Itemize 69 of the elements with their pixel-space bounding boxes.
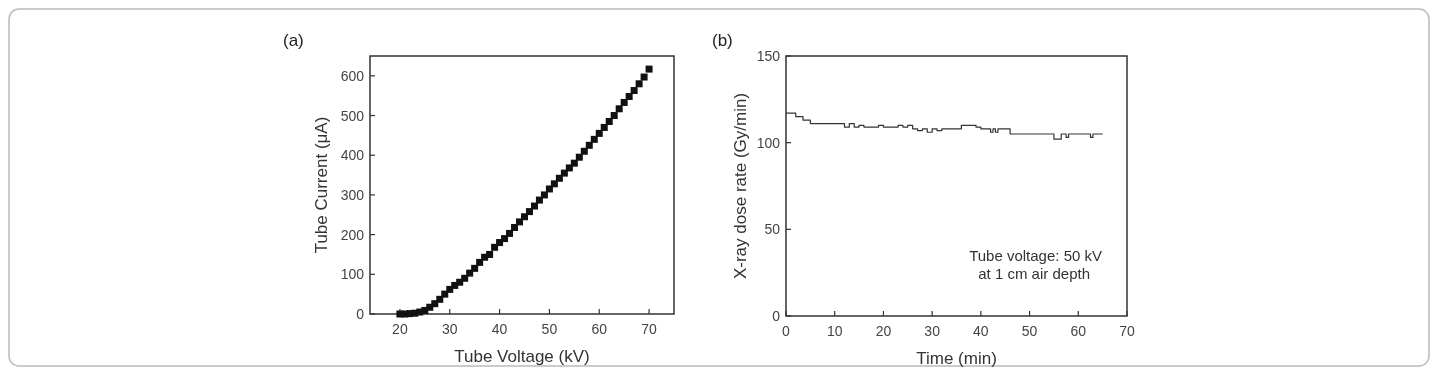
point [600,123,608,131]
y-tick-label: 100 [340,266,365,283]
x-axis-title: Tube Voltage (kV) [454,347,590,366]
x-tick-label: 30 [441,321,458,337]
x-tick-label: 40 [973,323,989,339]
x-tick-label: 50 [1021,323,1038,339]
x-tick-label: 70 [641,321,658,337]
chart-title: (b) [712,31,733,50]
point [570,159,578,167]
point [595,129,603,137]
x-tick-label: 50 [541,321,558,337]
point [645,65,653,73]
x-tick-label: 40 [491,321,508,337]
point [436,295,444,303]
point [620,98,628,106]
point [511,223,519,231]
point [506,229,514,237]
point [585,141,593,149]
x-tick-label: 0 [782,323,791,339]
y-tick-label: 300 [340,186,365,203]
point [491,243,499,251]
x-tick-label: 30 [924,323,941,339]
point [575,153,583,161]
x-tick-label: 70 [1119,323,1135,339]
x-tick-label: 60 [1070,323,1087,339]
point [610,112,618,120]
y-tick-label: 400 [340,147,365,164]
point [560,169,568,177]
point [635,80,643,88]
point [630,87,638,95]
point [640,73,648,81]
y-tick-label: 500 [340,107,365,124]
point [471,264,479,272]
y-axis-title: Tube Current (μA) [312,116,331,254]
y-tick-label: 200 [340,226,365,243]
point [590,135,598,143]
y-tick-label: 150 [756,48,781,64]
chart-title: (a) [283,31,304,50]
point [461,274,469,282]
point [615,105,623,113]
point [625,92,633,100]
x-axis-title: Time (min) [916,349,997,368]
point [466,269,474,277]
point [530,202,538,210]
point [520,213,528,221]
point [605,117,613,125]
point [525,208,533,216]
point [501,235,509,243]
point [550,180,558,188]
point [580,147,588,155]
point [486,250,494,258]
y-tick-label: 50 [764,221,781,238]
point [441,290,449,298]
x-tick-label: 10 [826,323,843,339]
point [516,218,524,226]
y-tick-label: 0 [356,306,365,322]
y-axis-title: X-ray dose rate (Gy/min) [731,92,750,280]
point [555,174,563,182]
y-tick-label: 100 [756,134,781,151]
annotation: Tube voltage: 50 kV at 1 cm air depth [969,247,1102,282]
point [476,258,484,266]
x-tick-label: 60 [591,321,608,337]
point [535,196,543,204]
x-tick-label: 20 [875,323,892,339]
point [545,185,553,193]
x-tick-label: 20 [392,321,408,337]
y-tick-label: 600 [340,67,365,84]
y-tick-label: 0 [772,308,781,324]
point [540,191,548,199]
